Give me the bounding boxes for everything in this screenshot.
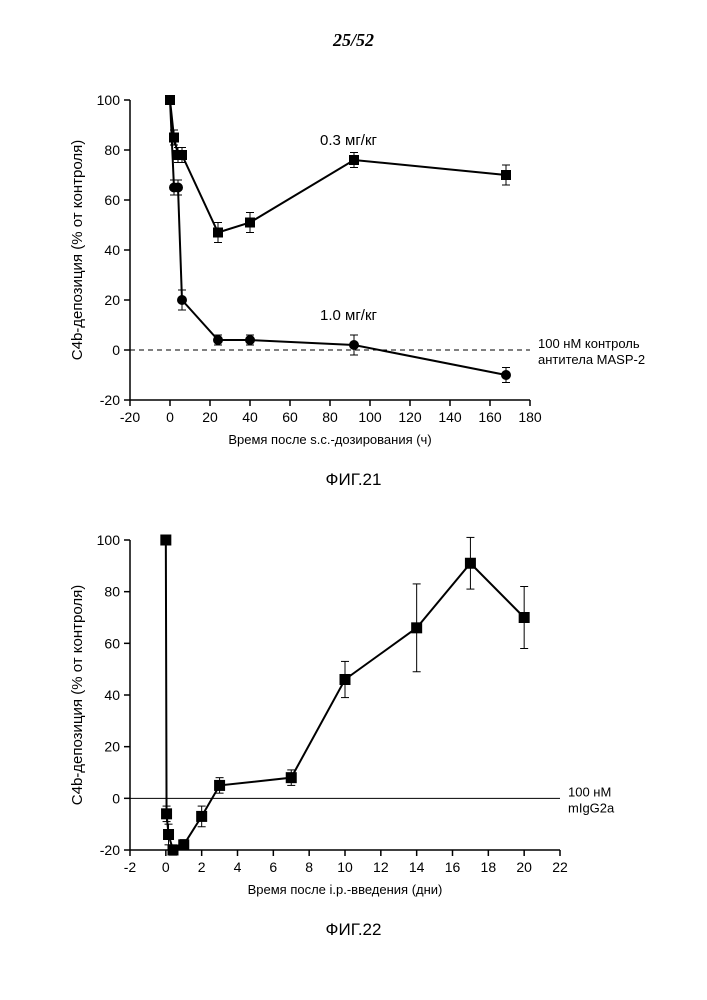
- page-number: 25/52: [0, 30, 707, 51]
- svg-text:20: 20: [202, 409, 218, 425]
- svg-text:0: 0: [112, 342, 120, 358]
- svg-text:6: 6: [269, 859, 277, 875]
- svg-text:-20: -20: [100, 392, 120, 408]
- svg-text:40: 40: [242, 409, 258, 425]
- svg-text:140: 140: [438, 409, 462, 425]
- svg-text:100: 100: [97, 92, 121, 108]
- svg-text:Время после s.c.-дозирования (: Время после s.c.-дозирования (ч): [228, 432, 431, 447]
- svg-text:14: 14: [409, 859, 425, 875]
- svg-text:80: 80: [104, 584, 120, 600]
- svg-text:C4b-депозиция (% от контроля): C4b-депозиция (% от контроля): [69, 140, 86, 360]
- svg-text:80: 80: [322, 409, 338, 425]
- svg-text:160: 160: [478, 409, 502, 425]
- svg-text:20: 20: [104, 292, 120, 308]
- svg-text:100 нМ контроль: 100 нМ контроль: [538, 336, 640, 351]
- svg-text:-20: -20: [120, 409, 140, 425]
- chart-fig21: -20 0 20 40 60 80 100 120 140 160 180 -20 0 20 40 60 80 1…: [60, 80, 670, 470]
- svg-text:180: 180: [518, 409, 542, 425]
- svg-text:0: 0: [162, 859, 170, 875]
- svg-text:40: 40: [104, 242, 120, 258]
- fig22-caption: ФИГ.22: [0, 920, 707, 940]
- svg-text:0: 0: [112, 790, 120, 806]
- svg-text:0: 0: [166, 409, 174, 425]
- svg-text:100: 100: [358, 409, 382, 425]
- svg-text:антитела MASP-2: антитела MASP-2: [538, 352, 645, 367]
- svg-text:18: 18: [481, 859, 497, 875]
- svg-text:0.3 мг/кг: 0.3 мг/кг: [320, 132, 378, 149]
- svg-text:20: 20: [516, 859, 532, 875]
- svg-text:100 нМ: 100 нМ: [568, 784, 611, 799]
- svg-text:1.0 мг/кг: 1.0 мг/кг: [320, 307, 378, 324]
- svg-text:20: 20: [104, 739, 120, 755]
- svg-text:22: 22: [552, 859, 568, 875]
- svg-text:10: 10: [337, 859, 353, 875]
- svg-text:12: 12: [373, 859, 389, 875]
- fig21-caption: ФИГ.21: [0, 470, 707, 490]
- svg-text:60: 60: [104, 635, 120, 651]
- svg-text:16: 16: [445, 859, 461, 875]
- svg-text:60: 60: [282, 409, 298, 425]
- svg-text:-2: -2: [124, 859, 137, 875]
- svg-text:C4b-депозиция (% от контроля): C4b-депозиция (% от контроля): [69, 585, 86, 805]
- svg-text:2: 2: [198, 859, 206, 875]
- svg-text:mIgG2a: mIgG2a: [568, 800, 615, 815]
- svg-text:60: 60: [104, 192, 120, 208]
- svg-text:100: 100: [97, 532, 121, 548]
- svg-text:-20: -20: [100, 842, 120, 858]
- svg-text:8: 8: [305, 859, 313, 875]
- chart-fig22: -20246810121416182022-20020406080100100 …: [60, 520, 670, 920]
- svg-text:40: 40: [104, 687, 120, 703]
- svg-text:Время после i.p.-введения (дни: Время после i.p.-введения (дни): [248, 882, 443, 897]
- svg-text:4: 4: [234, 859, 242, 875]
- svg-text:80: 80: [104, 142, 120, 158]
- svg-text:120: 120: [398, 409, 422, 425]
